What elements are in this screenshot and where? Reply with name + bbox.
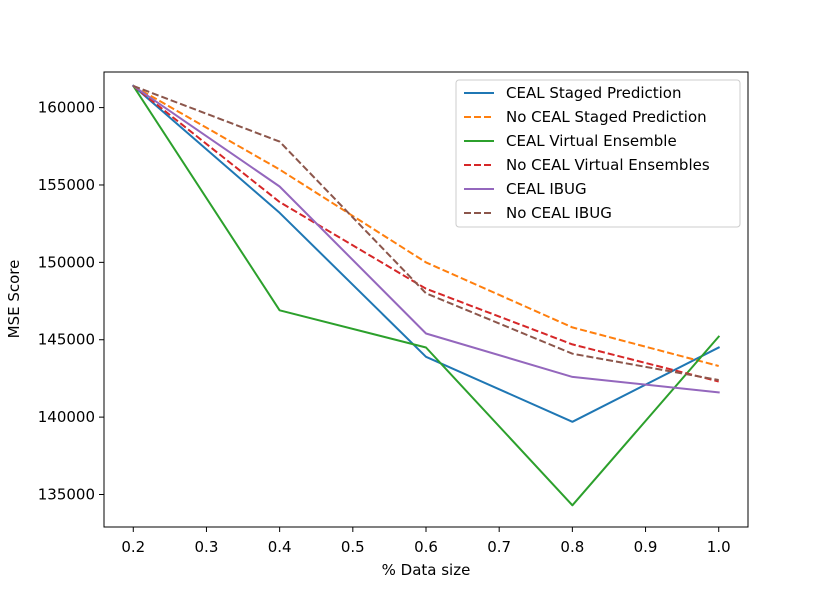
y-tick-label: 140000 [38, 408, 95, 426]
series-line-no-ceal-staged-prediction [132, 85, 719, 367]
x-axis: 0.2 0.3 0.4 0.5 0.6 0.7 0.8 0.9 1.0 [121, 527, 731, 556]
legend-label: CEAL IBUG [506, 180, 587, 198]
x-tick-label: 0.4 [268, 538, 292, 556]
y-axis: 135000 140000 145000 150000 155000 160000 [38, 99, 104, 504]
legend-label: No CEAL Staged Prediction [506, 108, 707, 126]
x-tick-label: 0.9 [634, 538, 658, 556]
x-tick-label: 0.5 [341, 538, 365, 556]
legend-label: CEAL Virtual Ensemble [506, 132, 677, 150]
legend-label: No CEAL Virtual Ensembles [506, 156, 710, 174]
legend-label: CEAL Staged Prediction [506, 84, 682, 102]
series-layer [131, 84, 721, 507]
series-line-no-ceal-ibug [132, 84, 719, 381]
series-line-ceal-virtual-ensemble [131, 84, 721, 507]
x-tick-label: 0.8 [560, 538, 584, 556]
y-tick-label: 155000 [38, 176, 95, 194]
legend: CEAL Staged Prediction No CEAL Staged Pre… [455, 79, 741, 228]
x-axis-label: % Data size [382, 561, 471, 579]
y-tick-label: 150000 [38, 253, 95, 271]
series-line-ceal-staged-prediction [131, 84, 721, 423]
series-line-ceal-ibug [131, 84, 720, 394]
series-line-no-ceal-virtual-ensembles [132, 85, 719, 383]
x-tick-label: 0.3 [195, 538, 219, 556]
legend-box [455, 79, 741, 228]
x-tick-label: 0.6 [414, 538, 438, 556]
y-tick-label: 160000 [38, 99, 95, 117]
y-tick-label: 145000 [38, 331, 95, 349]
y-tick-label: 135000 [38, 486, 95, 504]
y-axis-label: MSE Score [5, 260, 23, 339]
x-tick-label: 0.7 [487, 538, 511, 556]
legend-label: No CEAL IBUG [506, 204, 612, 222]
x-tick-label: 1.0 [707, 538, 731, 556]
x-tick-label: 0.2 [121, 538, 145, 556]
